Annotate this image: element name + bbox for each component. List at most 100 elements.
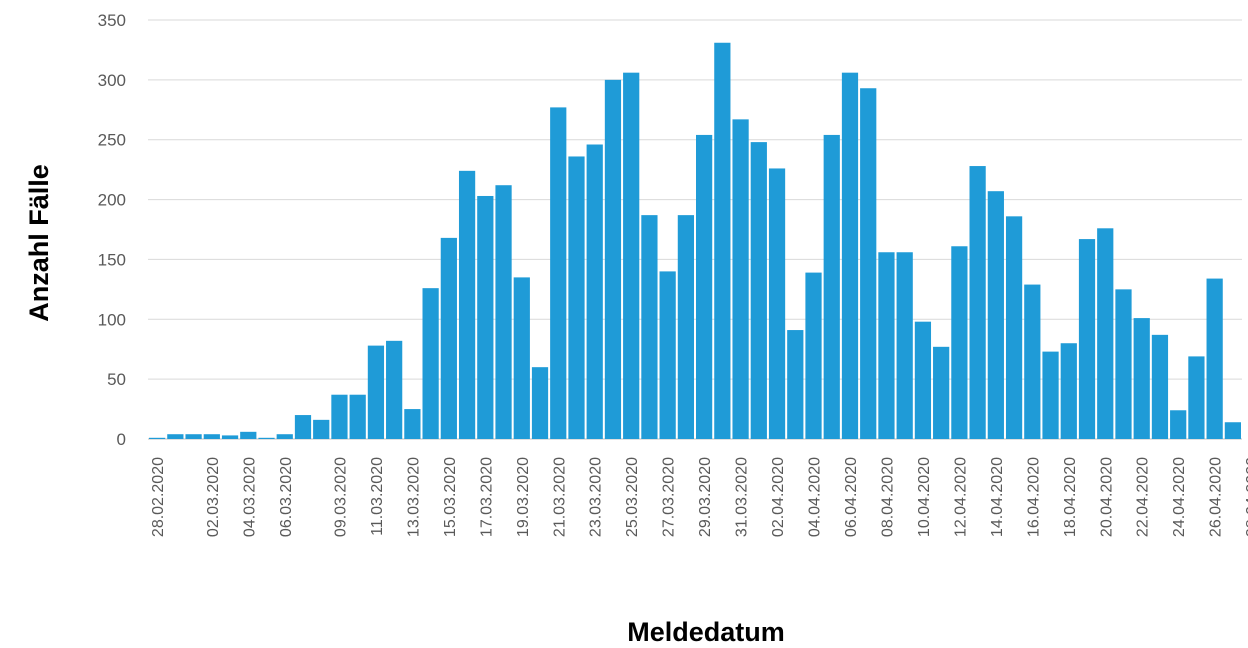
bar-29.03.2020 — [696, 134, 713, 439]
x-tick-label: 20.04.2020 — [1098, 457, 1115, 537]
bar-25.04.2020 — [1188, 356, 1205, 439]
bar-02.03.2020 — [203, 434, 220, 439]
x-tick-label: 16.04.2020 — [1025, 457, 1042, 537]
bar-03.04.2020 — [787, 330, 804, 439]
bar-19.04.2020 — [1078, 239, 1096, 439]
x-tick-label: 14.04.2020 — [989, 457, 1006, 537]
x-tick-label: 21.03.2020 — [551, 457, 568, 537]
x-tick-label: 02.03.2020 — [205, 457, 222, 537]
bar-01.04.2020 — [750, 142, 767, 440]
bar-05.04.2020 — [823, 134, 840, 439]
x-tick-label: 04.04.2020 — [807, 457, 824, 537]
bar-07.04.2020 — [860, 88, 877, 440]
bar-17.04.2020 — [1042, 351, 1059, 439]
x-tick-label: 04.03.2020 — [241, 457, 258, 537]
x-tick-label: 06.03.2020 — [278, 457, 295, 537]
bar-27.04.2020 — [1224, 422, 1241, 439]
bar-21.04.2020 — [1115, 289, 1132, 439]
bar-24.03.2020 — [604, 79, 622, 440]
x-tick-label: 02.04.2020 — [770, 457, 787, 537]
bar-18.04.2020 — [1060, 343, 1077, 439]
gridlines — [148, 19, 1242, 440]
bar-24.04.2020 — [1170, 410, 1187, 439]
bar-23.03.2020 — [586, 144, 603, 439]
bar-20.04.2020 — [1097, 228, 1114, 439]
x-tick-label: 06.04.2020 — [843, 457, 860, 537]
bar-10.04.2020 — [914, 321, 932, 439]
x-tick-label: 28.02.2020 — [150, 457, 167, 537]
x-tick-label: 23.03.2020 — [588, 457, 605, 537]
bar-28.03.2020 — [677, 215, 694, 439]
bar-08.03.2020 — [313, 419, 330, 439]
x-tick-label: 25.03.2020 — [624, 457, 641, 537]
bar-18.03.2020 — [495, 185, 512, 439]
bar-20.03.2020 — [531, 367, 549, 439]
x-tick-label: 15.03.2020 — [442, 457, 459, 537]
bar-10.03.2020 — [349, 394, 366, 439]
bar-01.03.2020 — [185, 434, 202, 439]
y-axis-title: Anzahl Fälle — [24, 164, 54, 322]
bar-22.03.2020 — [568, 156, 585, 439]
y-tick-label: 50 — [107, 370, 126, 389]
x-tick-label: 17.03.2020 — [478, 457, 495, 537]
bar-26.04.2020 — [1206, 278, 1223, 439]
bar-13.03.2020 — [404, 409, 421, 439]
x-tick-label: 09.03.2020 — [332, 457, 349, 537]
bar-04.04.2020 — [805, 272, 822, 439]
bar-05.03.2020 — [258, 437, 275, 439]
bar-02.04.2020 — [768, 168, 786, 439]
bar-15.03.2020 — [440, 237, 457, 439]
bar-07.03.2020 — [294, 415, 312, 439]
y-tick-label: 200 — [98, 191, 126, 210]
bar-25.03.2020 — [623, 72, 640, 440]
bar-11.03.2020 — [367, 345, 385, 439]
x-tick-label: 31.03.2020 — [734, 457, 751, 537]
bar-16.03.2020 — [458, 170, 476, 439]
bar-30.03.2020 — [714, 42, 731, 439]
bar-27.03.2020 — [659, 271, 676, 439]
bar-21.03.2020 — [550, 107, 567, 439]
bar-28.02.2020 — [149, 437, 166, 439]
y-tick-label: 100 — [98, 310, 126, 329]
x-tick-label: 26.04.2020 — [1208, 457, 1225, 537]
x-tick-label: 29.03.2020 — [697, 457, 714, 537]
x-tick-label: 27.03.2020 — [661, 457, 678, 537]
bar-31.03.2020 — [732, 119, 749, 440]
bar-09.03.2020 — [331, 394, 348, 439]
x-tick-label: 19.03.2020 — [515, 457, 532, 537]
y-axis-ticks: 0 50 100 150 200 250 300 350 — [98, 11, 126, 449]
y-tick-label: 350 — [98, 11, 126, 30]
bar-29.02.2020 — [167, 434, 184, 439]
bar-22.04.2020 — [1133, 318, 1150, 439]
bar-26.03.2020 — [641, 215, 658, 439]
bar-06.04.2020 — [841, 72, 859, 440]
x-tick-label: 12.04.2020 — [952, 457, 969, 537]
bar-04.03.2020 — [240, 431, 257, 439]
bar-23.04.2020 — [1151, 334, 1169, 439]
x-tick-label: 08.04.2020 — [879, 457, 896, 537]
bar-03.03.2020 — [221, 435, 239, 439]
x-tick-label: 11.03.2020 — [369, 457, 386, 536]
x-tick-label: 10.04.2020 — [916, 457, 933, 537]
x-tick-label: 28.04.2020 — [1244, 457, 1248, 537]
bar-06.03.2020 — [276, 434, 293, 439]
y-tick-label: 150 — [98, 250, 126, 269]
x-tick-label: 13.03.2020 — [405, 457, 422, 537]
bar-09.04.2020 — [896, 252, 913, 439]
bar-17.03.2020 — [477, 195, 494, 439]
bar-19.03.2020 — [513, 277, 530, 439]
x-tick-label: 18.04.2020 — [1062, 457, 1079, 537]
y-tick-label: 250 — [98, 131, 126, 150]
bar-11.04.2020 — [933, 346, 950, 439]
bar-12.03.2020 — [386, 340, 403, 439]
y-tick-label: 0 — [117, 430, 126, 449]
x-tick-label: 22.04.2020 — [1135, 457, 1152, 537]
x-axis-title: Meldedatum — [627, 617, 785, 647]
x-tick-label: 24.04.2020 — [1171, 457, 1188, 537]
x-axis-ticks: 28.02.2020 02.03.2020 04.03.2020 06.03.2020… — [150, 457, 1248, 537]
bar-14.04.2020 — [987, 191, 1004, 439]
bar-13.04.2020 — [969, 166, 986, 440]
bar-16.04.2020 — [1024, 284, 1041, 439]
